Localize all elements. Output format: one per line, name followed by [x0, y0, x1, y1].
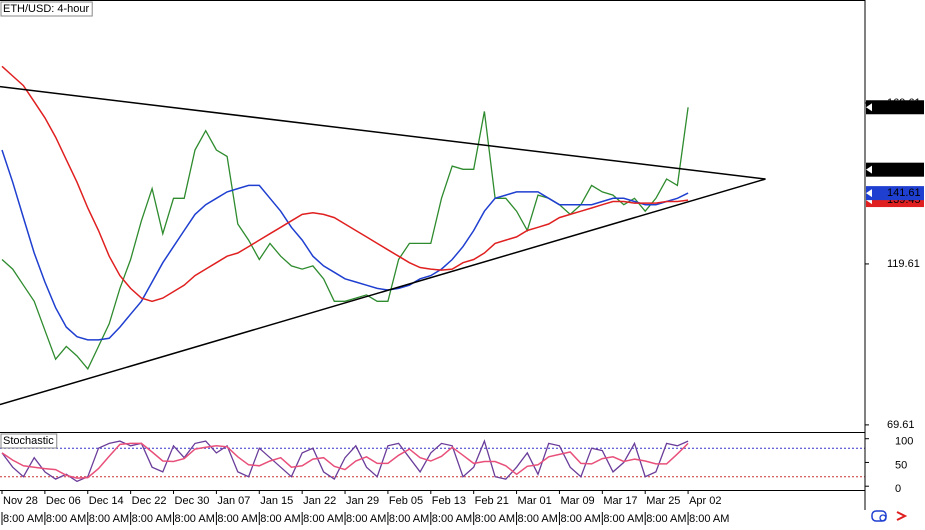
price-label-pointer	[866, 189, 872, 198]
arrow-icon[interactable]	[896, 511, 908, 521]
price-panel	[0, 65, 766, 406]
x-tick-label: Jan 07	[217, 495, 250, 507]
stochastic-panel	[0, 439, 865, 483]
x-tick-time: 8:00 AM	[646, 513, 686, 525]
x-tick-time: 8:00 AM	[303, 513, 343, 525]
x-tick-time: 8:00 AM	[432, 513, 472, 525]
x-tick-time: 8:00 AM	[518, 513, 558, 525]
y-tick-label: 69.61	[887, 419, 915, 431]
toolbar-icons	[871, 510, 908, 522]
x-tick-time: 8:00 AM	[346, 513, 386, 525]
x-tick-label: Dec 30	[175, 495, 210, 507]
x-tick-label: Mar 25	[646, 495, 680, 507]
x-tick-time: 8:00 AM	[132, 513, 172, 525]
x-tick-time: 8:00 AM	[260, 513, 300, 525]
panel-title: Stochastic	[3, 435, 54, 447]
x-tick-label: Apr 02	[689, 495, 721, 507]
y-tick-label: 119.61	[887, 258, 920, 270]
series-line	[1, 65, 689, 303]
x-tick-label: Mar 09	[560, 495, 594, 507]
x-tick-label: Dec 14	[89, 495, 124, 507]
x-tick-label: Dec 22	[132, 495, 167, 507]
price-label-pointer	[866, 103, 872, 112]
x-tick-time: 8:00 AM	[3, 513, 43, 525]
x-tick-time: 8:00 AM	[689, 513, 729, 525]
y-tick-label: 100	[895, 436, 913, 448]
y-tick-label: 50	[895, 459, 907, 471]
x-tick-time: 8:00 AM	[560, 513, 600, 525]
link-icon-ring	[879, 514, 887, 522]
trendline	[0, 85, 766, 180]
x-tick-label: Feb 05	[389, 495, 423, 507]
x-tick-label: Feb 13	[432, 495, 466, 507]
x-tick-time: 8:00 AM	[217, 513, 257, 525]
x-tick-label: Jan 22	[303, 495, 336, 507]
price-label: 148.89	[887, 164, 921, 176]
x-tick-label: Jan 29	[346, 495, 379, 507]
price-label-box	[866, 162, 924, 177]
x-tick-label: Mar 01	[518, 495, 552, 507]
trendline	[0, 178, 766, 406]
x-tick-label: Dec 06	[46, 495, 81, 507]
price-label: 168.28	[887, 101, 921, 113]
x-tick-time: 8:00 AM	[475, 513, 515, 525]
panel-title-box	[0, 433, 58, 449]
x-tick-time: 8:00 AM	[389, 513, 429, 525]
x-tick-label: Nov 28	[3, 495, 38, 507]
x-tick-label: Feb 21	[475, 495, 509, 507]
x-tick-time: 8:00 AM	[89, 513, 129, 525]
price-label-box	[866, 100, 924, 115]
series-line	[1, 149, 689, 341]
price-label-pointer	[866, 165, 872, 174]
series-line	[1, 442, 689, 479]
x-tick-time: 8:00 AM	[603, 513, 643, 525]
price-label: 141.61	[887, 187, 921, 199]
x-tick-label: Mar 17	[603, 495, 637, 507]
panel-title: ETH/USD: 4-hour	[3, 3, 90, 15]
price-label-box	[866, 186, 924, 201]
panel-title-box	[0, 1, 93, 17]
x-tick-label: Jan 15	[260, 495, 293, 507]
x-tick-time: 8:00 AM	[175, 513, 215, 525]
x-tick-time: 8:00 AM	[46, 513, 86, 525]
series-line	[1, 439, 689, 483]
y-tick-label: 0	[895, 483, 901, 495]
series-line	[1, 107, 689, 371]
